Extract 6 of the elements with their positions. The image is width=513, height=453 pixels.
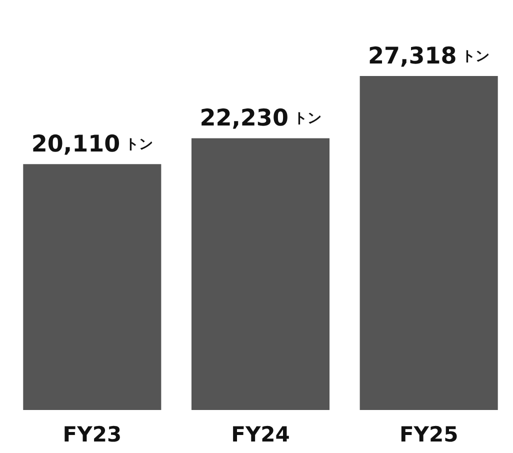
x-tick-label: FY23 [62, 422, 122, 446]
x-tick-label: FY25 [399, 422, 458, 446]
data-label: 22,230 トン [200, 106, 322, 132]
data-label: 20,110 トン [31, 132, 153, 158]
x-tick-label: FY24 [231, 422, 290, 446]
data-label: 27,318 トン [368, 44, 490, 70]
